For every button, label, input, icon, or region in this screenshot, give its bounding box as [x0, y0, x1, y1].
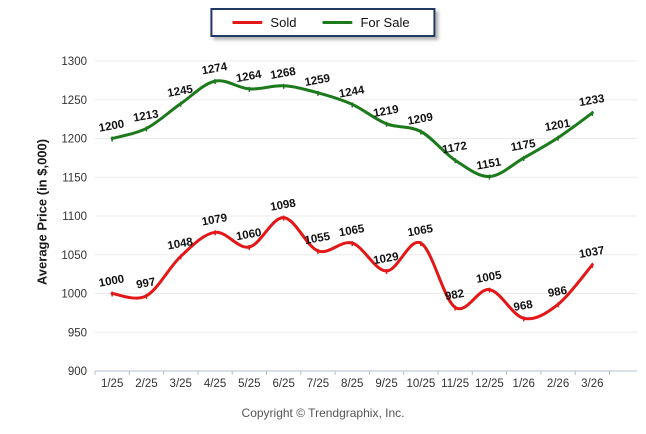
svg-text:1213: 1213 [132, 108, 159, 124]
svg-text:1/26: 1/26 [513, 378, 535, 390]
svg-text:8/25: 8/25 [341, 378, 363, 390]
legend-item-sold[interactable]: Sold [232, 15, 296, 30]
svg-text:1245: 1245 [167, 83, 195, 99]
svg-text:950: 950 [68, 327, 87, 339]
svg-text:1/25: 1/25 [101, 378, 123, 390]
svg-text:1233: 1233 [578, 93, 605, 109]
for-sale-line-swatch [322, 21, 353, 24]
svg-text:11/25: 11/25 [441, 378, 469, 390]
svg-text:1098: 1098 [269, 197, 297, 213]
svg-text:1065: 1065 [338, 223, 366, 239]
svg-text:1050: 1050 [61, 250, 87, 262]
svg-text:1300: 1300 [61, 56, 87, 68]
svg-text:968: 968 [513, 299, 535, 314]
svg-text:3/26: 3/26 [581, 378, 603, 390]
svg-text:1000: 1000 [98, 273, 125, 289]
svg-text:7/25: 7/25 [307, 378, 329, 390]
svg-text:1200: 1200 [61, 134, 87, 146]
svg-text:10/25: 10/25 [406, 378, 435, 390]
svg-text:1250: 1250 [61, 95, 87, 107]
svg-text:1100: 1100 [62, 211, 87, 223]
svg-text:900: 900 [68, 366, 87, 378]
svg-text:1037: 1037 [578, 245, 605, 261]
legend-label-for-sale: For Sale [360, 15, 410, 30]
svg-text:1209: 1209 [407, 111, 434, 127]
svg-text:1264: 1264 [235, 69, 263, 85]
legend-item-for-sale[interactable]: For Sale [322, 15, 410, 30]
legend: Sold For Sale [210, 8, 436, 37]
svg-text:1268: 1268 [269, 66, 297, 82]
svg-text:1150: 1150 [62, 172, 87, 184]
svg-text:2/26: 2/26 [547, 378, 569, 390]
svg-text:1060: 1060 [235, 227, 262, 243]
svg-text:1055: 1055 [304, 231, 332, 247]
sold-line-swatch [232, 21, 263, 24]
svg-text:986: 986 [547, 285, 568, 300]
svg-text:1200: 1200 [98, 118, 125, 134]
svg-text:2/25: 2/25 [135, 378, 157, 390]
svg-text:1172: 1172 [441, 140, 468, 156]
svg-text:6/25: 6/25 [272, 378, 294, 390]
svg-text:3/25: 3/25 [170, 378, 192, 390]
svg-text:982: 982 [444, 288, 465, 303]
svg-text:1048: 1048 [167, 236, 195, 252]
svg-text:1151: 1151 [476, 156, 503, 172]
svg-text:1201: 1201 [544, 118, 572, 134]
svg-text:1244: 1244 [338, 84, 366, 100]
svg-text:1029: 1029 [372, 251, 399, 267]
svg-text:1079: 1079 [201, 212, 228, 228]
svg-text:4/25: 4/25 [204, 378, 226, 390]
svg-text:1274: 1274 [201, 61, 229, 77]
copyright-text: Copyright © Trendgraphix, Inc. [241, 406, 405, 420]
svg-text:997: 997 [135, 276, 156, 291]
svg-text:12/25: 12/25 [475, 378, 504, 390]
svg-text:1065: 1065 [407, 223, 435, 239]
svg-text:1005: 1005 [475, 269, 503, 285]
svg-text:1000: 1000 [61, 289, 87, 301]
svg-text:5/25: 5/25 [238, 378, 260, 390]
legend-label-sold: Sold [270, 15, 297, 30]
svg-text:1175: 1175 [510, 138, 537, 154]
svg-text:1259: 1259 [304, 73, 331, 89]
svg-text:1219: 1219 [372, 104, 399, 120]
svg-text:9/25: 9/25 [375, 378, 397, 390]
